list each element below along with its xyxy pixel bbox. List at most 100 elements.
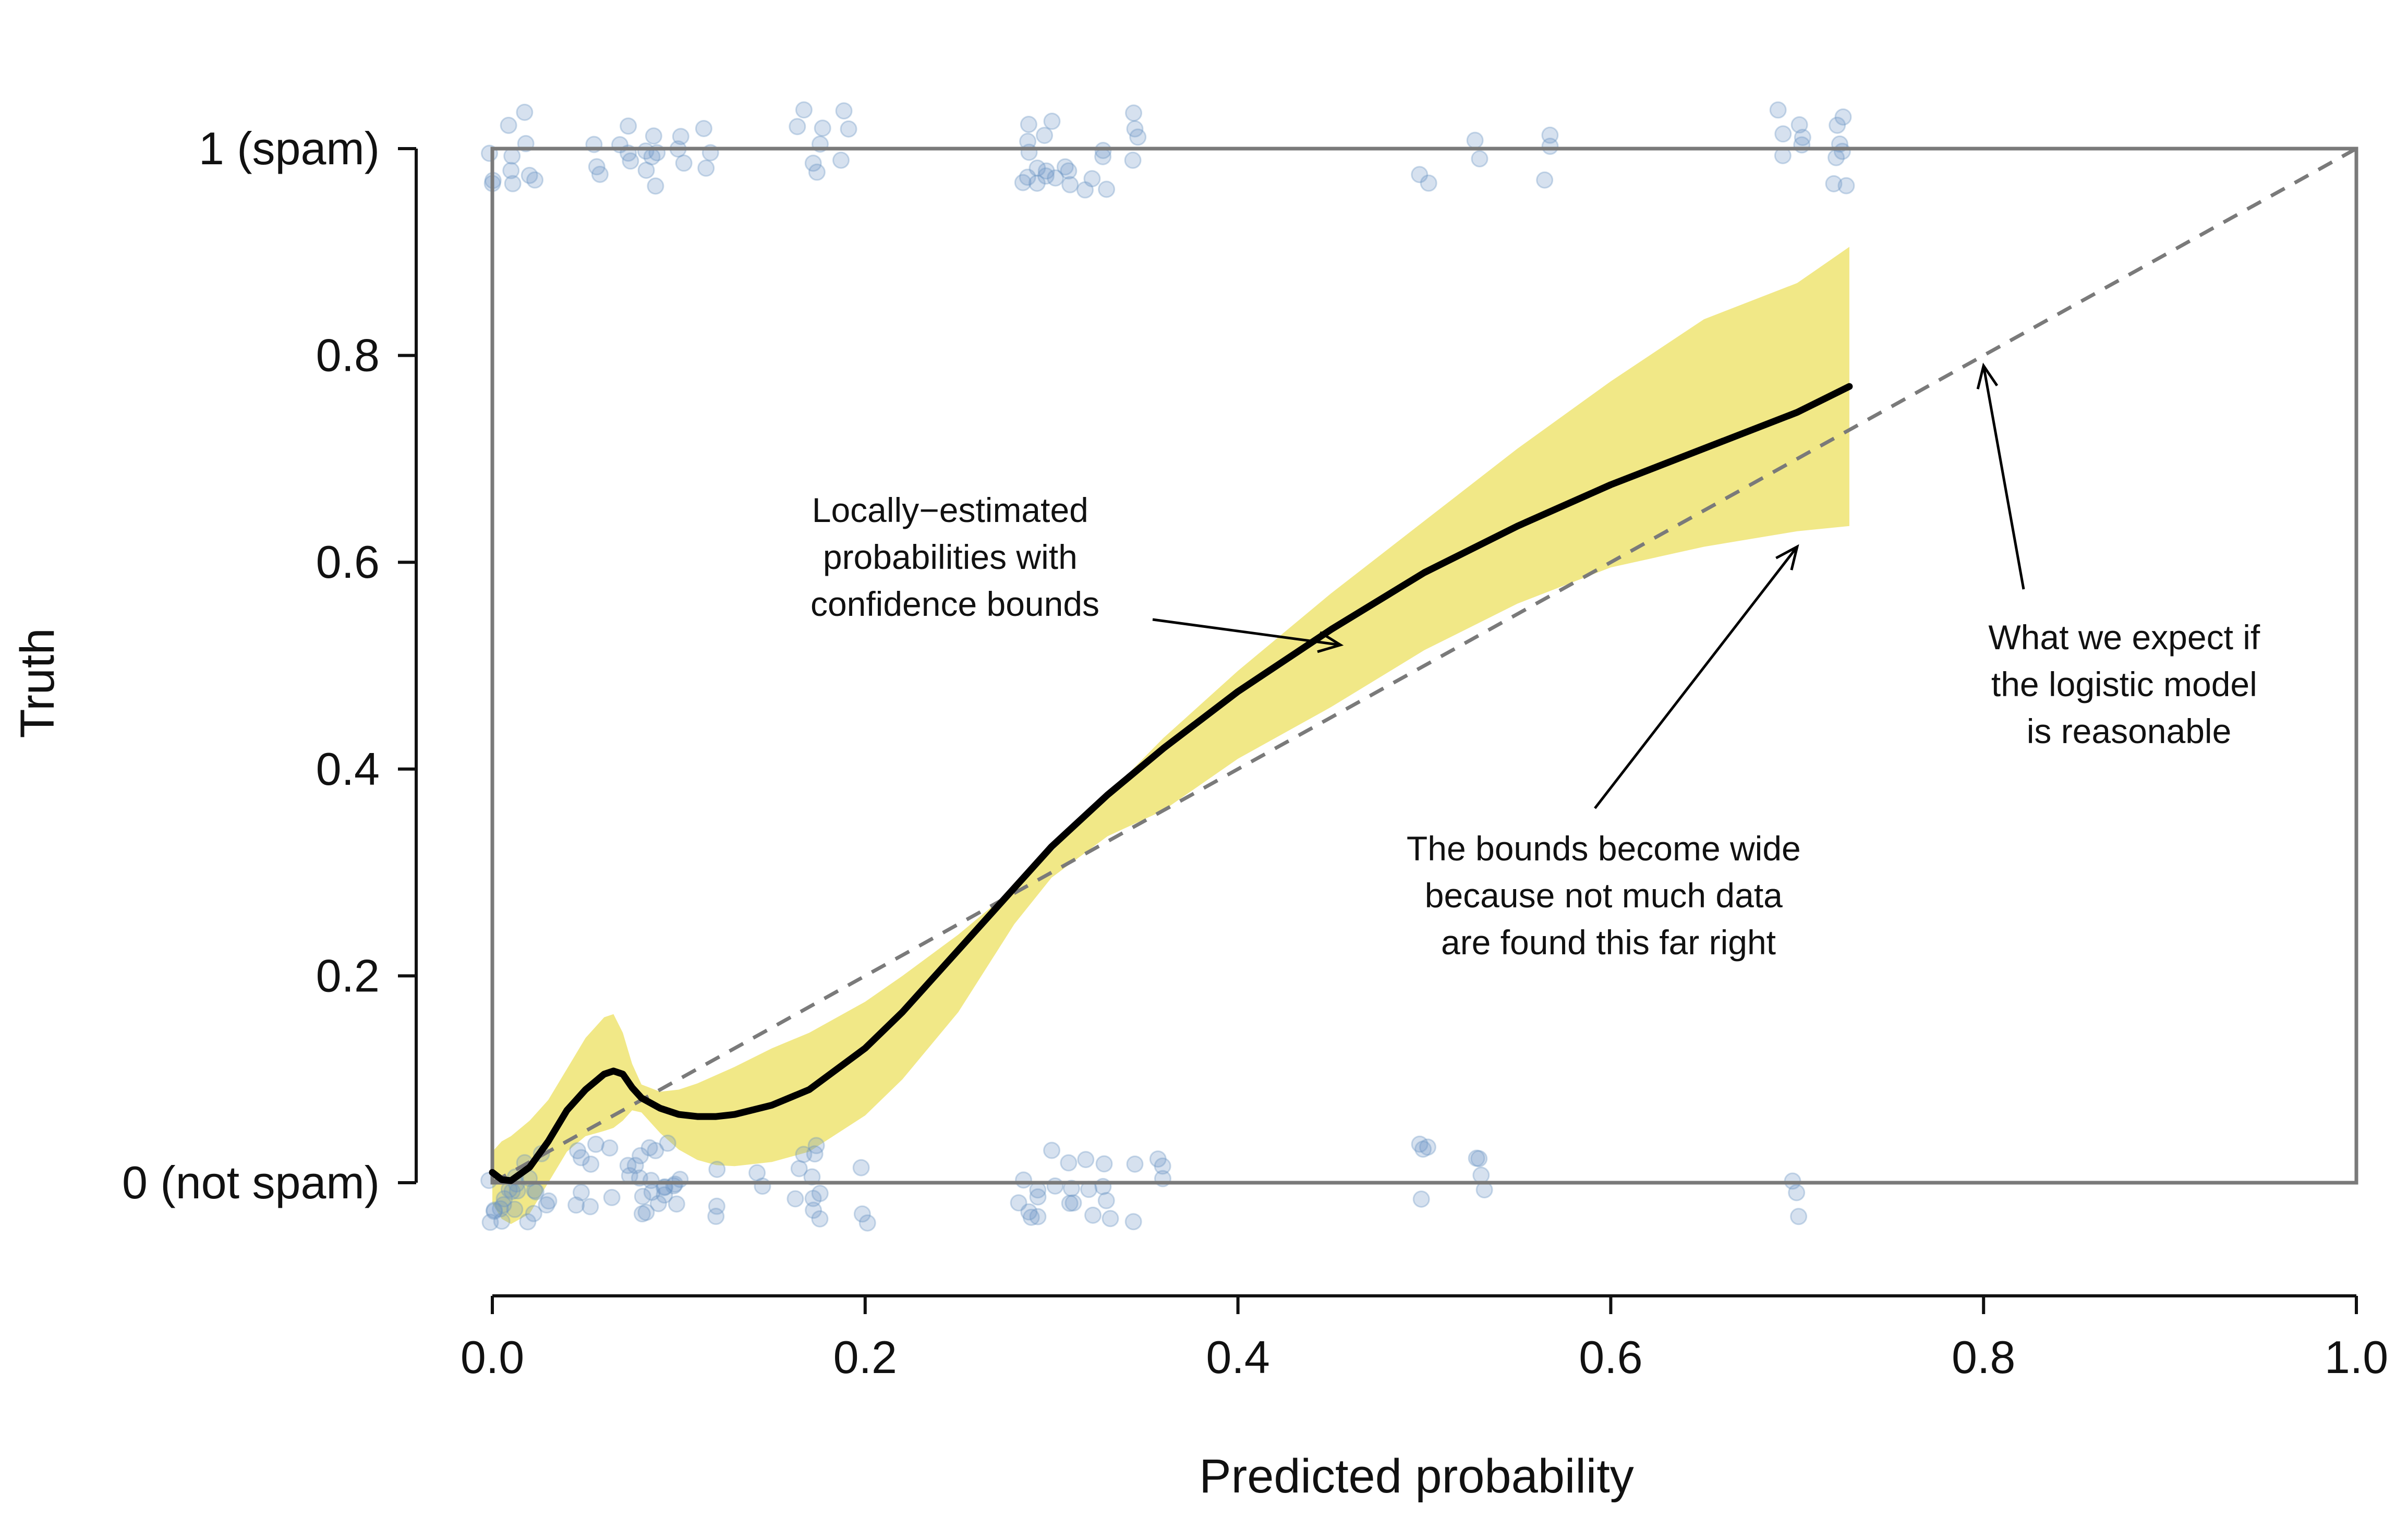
- annotation-expectation-line: What we expect if: [1988, 618, 2260, 657]
- annotation-expectation-line: is reasonable: [2027, 712, 2232, 750]
- point-truth-0: [795, 1146, 813, 1163]
- point-truth-1: [1774, 125, 1792, 143]
- point-truth-1: [1083, 170, 1101, 188]
- point-truth-0: [1029, 1188, 1047, 1206]
- point-truth-0: [1102, 1210, 1119, 1228]
- point-truth-0: [708, 1160, 726, 1178]
- point-truth-0: [603, 1188, 621, 1206]
- point-truth-1: [795, 101, 813, 119]
- point-truth-1: [832, 151, 850, 169]
- annotation-wide-bounds-line: are found this far right: [1441, 923, 1776, 962]
- plot-frame-layer: [490, 147, 2358, 1185]
- x-tick-label: 0.6: [1579, 1331, 1642, 1383]
- point-truth-1: [637, 161, 655, 179]
- point-truth-1: [503, 147, 521, 165]
- point-truth-0: [632, 1147, 649, 1164]
- point-truth-1: [1036, 127, 1054, 144]
- point-truth-1: [1834, 108, 1852, 126]
- point-truth-0: [633, 1205, 651, 1223]
- point-truth-1: [835, 102, 853, 120]
- point-truth-0: [786, 1190, 804, 1208]
- point-truth-1: [1061, 176, 1079, 193]
- point-truth-0: [748, 1164, 766, 1182]
- x-tick-label: 0.4: [1206, 1331, 1269, 1383]
- point-truth-1: [588, 158, 606, 176]
- point-truth-1: [1126, 120, 1144, 138]
- plot-frame: [490, 147, 2358, 1185]
- annotation-local-estimates-line: confidence bounds: [810, 585, 1099, 623]
- point-truth-0: [540, 1192, 558, 1210]
- point-truth-0: [708, 1197, 725, 1215]
- point-truth-0: [707, 1208, 725, 1225]
- point-truth-0: [1126, 1155, 1144, 1173]
- annotation-arrow-head: [1317, 631, 1344, 653]
- point-truth-1: [1020, 115, 1037, 133]
- annotation-arrow-line: [1594, 545, 1798, 809]
- point-truth-0: [668, 1195, 685, 1213]
- point-truth-1: [1541, 126, 1559, 144]
- point-truth-0: [1046, 1177, 1064, 1195]
- point-truth-0: [656, 1186, 673, 1204]
- reference-line-layer: [491, 147, 2357, 1185]
- point-truth-1: [521, 166, 538, 184]
- point-truth-1: [500, 116, 517, 134]
- y-tick-label: 0.2: [316, 950, 380, 1001]
- y-tick-label: 0.6: [316, 536, 380, 588]
- point-truth-1: [1411, 166, 1429, 184]
- point-truth-0: [1077, 1151, 1095, 1169]
- point-truth-1: [808, 163, 826, 181]
- point-truth-0: [1790, 1208, 1808, 1225]
- point-truth-0: [1154, 1157, 1171, 1175]
- point-truth-0: [1064, 1194, 1082, 1212]
- point-truth-1: [1014, 174, 1032, 191]
- point-truth-0: [1411, 1135, 1429, 1153]
- point-truth-0: [1412, 1190, 1430, 1208]
- point-truth-0: [1061, 1194, 1079, 1212]
- point-truth-1: [647, 177, 664, 195]
- point-truth-0: [640, 1139, 658, 1157]
- point-truth-1: [1037, 167, 1055, 185]
- point-truth-1: [645, 127, 662, 145]
- point-truth-1: [840, 120, 857, 138]
- y-axis-title: Truth: [11, 628, 64, 738]
- point-truth-0: [1470, 1150, 1488, 1168]
- y-tick-label: 0 (not spam): [122, 1157, 380, 1208]
- point-truth-1: [1833, 142, 1851, 160]
- point-truth-1: [697, 159, 715, 177]
- point-truth-0: [509, 1182, 526, 1200]
- x-tick-label: 0.2: [833, 1331, 897, 1383]
- point-truth-0: [637, 1204, 655, 1221]
- point-truth-0: [1419, 1138, 1436, 1156]
- point-truth-0: [1414, 1140, 1432, 1158]
- point-truth-0: [811, 1185, 829, 1203]
- point-truth-0: [1472, 1167, 1490, 1184]
- point-truth-0: [1097, 1192, 1115, 1209]
- point-truth-0: [804, 1189, 822, 1207]
- annotation-arrows: [1152, 362, 2025, 809]
- point-truth-1: [1047, 169, 1064, 187]
- point-truth-0: [807, 1137, 825, 1155]
- annotation-local-estimates-line: Locally−estimated: [812, 491, 1088, 529]
- annotation-local-estimates-line: probabilities with: [823, 538, 1078, 576]
- point-truth-0: [486, 1201, 503, 1219]
- point-truth-1: [1466, 131, 1484, 149]
- annotation-expectation: What we expect if the logistic model is …: [1988, 618, 2269, 750]
- point-truth-0: [852, 1159, 870, 1176]
- y-axis: 0 (not spam) 0.2 0.4 0.6 0.8 1 (spam): [122, 123, 418, 1208]
- point-truth-1: [622, 152, 639, 170]
- point-truth-0: [1015, 1171, 1033, 1189]
- point-truth-0: [1084, 1206, 1102, 1224]
- x-tick-label: 0.8: [1952, 1331, 2015, 1383]
- point-truth-0: [1029, 1208, 1047, 1225]
- point-truth-0: [1010, 1194, 1027, 1212]
- point-truth-0: [805, 1201, 822, 1219]
- point-truth-0: [601, 1139, 619, 1157]
- annotation-arrow-line: [1152, 618, 1341, 647]
- point-truth-0: [647, 1142, 664, 1159]
- point-truth-0: [806, 1145, 824, 1163]
- point-truth-1: [1056, 158, 1074, 176]
- point-truth-0: [587, 1135, 604, 1153]
- point-truth-0: [572, 1149, 590, 1167]
- reference-line: [491, 147, 2357, 1185]
